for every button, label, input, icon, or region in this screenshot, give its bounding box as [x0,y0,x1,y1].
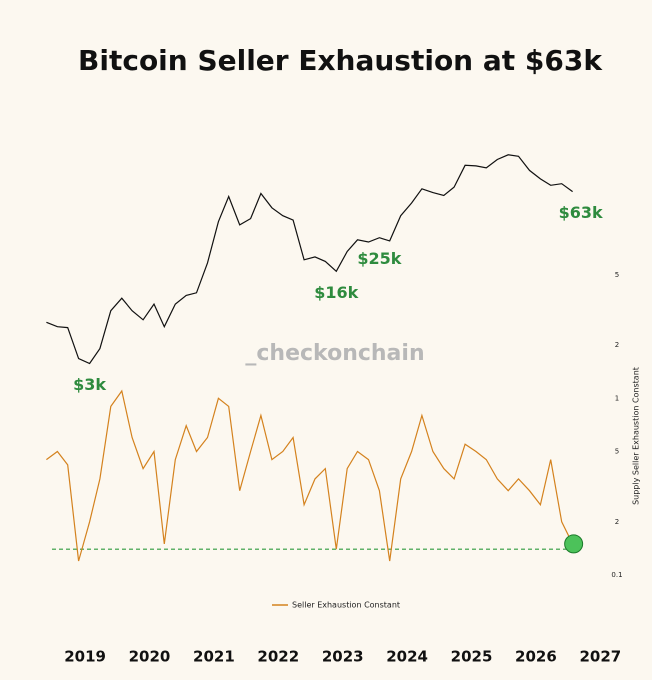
x-tick-label: 2027 [579,648,621,666]
annotation: $16k [314,283,358,302]
annotation: $3k [73,375,106,394]
end-marker [564,534,584,554]
y2-tick-label: 5 [615,448,619,456]
x-tick-label: 2024 [386,648,428,666]
annotation: $25k [357,249,401,268]
y2-tick-label: 2 [615,341,619,349]
x-tick-label: 2022 [257,648,299,666]
series-line [46,154,573,365]
x-tick-label: 2025 [451,648,493,666]
y2-tick-label: 0.1 [611,571,622,579]
watermark: _checkonchain [245,341,424,366]
x-tick-label: 2023 [322,648,364,666]
y2-tick-label: 1 [615,394,619,402]
x-tick-label: 2021 [193,648,235,666]
y2-axis-title: Supply Seller Exhaustion Constant [632,367,641,505]
x-tick-label: 2020 [129,648,171,666]
chart-title: Bitcoin Seller Exhaustion at $63k [78,44,603,77]
legend-label: Seller Exhaustion Constant [292,601,400,610]
y2-tick-label: 5 [615,271,619,279]
x-tick-label: 2019 [64,648,106,666]
x-tick-label: 2026 [515,648,557,666]
series-line [46,389,574,562]
annotation: $63k [559,203,603,222]
y2-tick-label: 2 [615,518,619,526]
